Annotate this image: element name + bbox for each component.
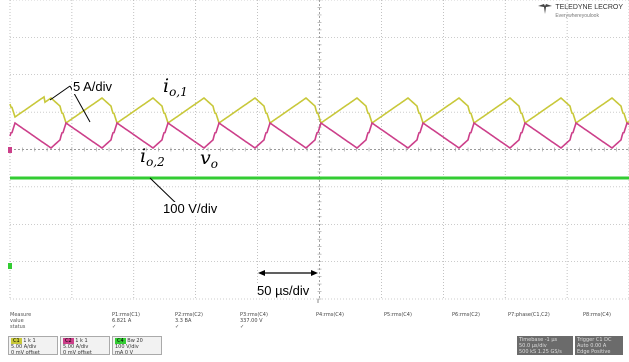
timebase-box[interactable]: Timebase -1 µs 50.0 µs/div 500 kS 1.25 G… — [517, 336, 573, 355]
trigger-title: Trigger — [577, 337, 595, 343]
brand-tagline: Everywhereyoulook — [555, 13, 599, 19]
voltage-scale-label: 100 V/div — [162, 201, 219, 216]
channel-c4-tag: C4 — [115, 338, 126, 344]
measure-column-1[interactable]: P1:rms(C1) 6.821 A ✓ — [112, 312, 140, 330]
measure-row-labels: Measure value status — [10, 312, 31, 330]
waveform-display — [8, 0, 629, 303]
value-label: value — [10, 318, 24, 324]
channel-c1-tag: C1 — [11, 338, 22, 344]
time-scale-label: 50 µs/div — [256, 283, 311, 298]
channel-c1-box[interactable]: C1 1 k 1 5.00 A/div 0 mV offset — [8, 336, 58, 356]
measure-column-8[interactable]: P8:rms(C4) — [583, 312, 611, 318]
measure-column-3[interactable]: P3:rms(C4) 337.00 V ✓ — [240, 312, 268, 330]
grid — [9, 0, 629, 300]
label-vo: vo — [200, 147, 218, 171]
channel-c2-tag: C2 — [63, 338, 74, 344]
channel-markers — [8, 147, 12, 269]
teledyne-logo-icon — [538, 4, 553, 14]
measure-column-5[interactable]: P5:rms(C4) — [384, 312, 412, 318]
brand-logo: TELEDYNE LECROY Everywhereyoulook — [538, 4, 623, 20]
measure-column-2[interactable]: P2:rms(C2) 3.3 BA ✓ — [175, 312, 203, 330]
trace-io2 — [9, 121, 629, 150]
trigger-box[interactable]: Trigger C1 DC Auto 0.00 A Edge Positive — [575, 336, 623, 355]
brand-name: TELEDYNE LECROY — [555, 4, 623, 11]
pointer-current-1 — [49, 85, 71, 101]
measure-label: Measure — [10, 312, 32, 318]
trace-io1 — [9, 95, 629, 125]
channel-c2-box[interactable]: C2 1 k 1 5.00 A/div 0 mV offset — [60, 336, 110, 356]
label-io2: io,2 — [140, 145, 165, 169]
time-arrow-left-head — [258, 270, 265, 276]
measurement-panel: Measure value status P1:rms(C1) 6.821 A ✓ … — [0, 303, 629, 362]
measure-column-4[interactable]: P4:rms(C4) — [316, 312, 344, 318]
current-scale-label: 5 A/div — [72, 79, 114, 94]
measure-column-7[interactable]: P7:phase(C1,C2) — [508, 312, 550, 318]
timebase-title: Timebase — [519, 337, 544, 343]
measure-column-6[interactable]: P6:rms(C2) — [452, 312, 480, 318]
channel-c4-box[interactable]: C4 Bw 20 100 V/div mA 0 V — [112, 336, 162, 356]
status-label: status — [10, 324, 26, 330]
label-io1: io,1 — [163, 75, 188, 99]
time-arrow-right-head — [311, 270, 318, 276]
